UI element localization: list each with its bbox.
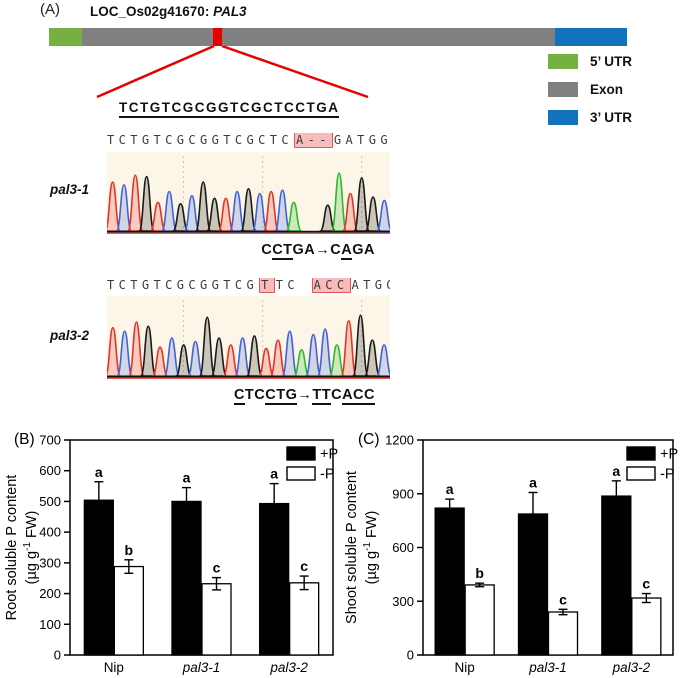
svg-text:a: a [270,466,278,482]
mutation-segment: C [233,387,245,405]
pal3-1-chromatogram [104,152,393,234]
mutation-segment: → [297,387,313,403]
svg-text:(B): (B) [14,431,35,448]
shoot-p-chart: 0 300 600 900 1200 Shoot soluble P content (µg… [344,431,678,675]
svg-text:a: a [183,470,191,486]
pal3-2-mutation-text: CTCCTG→TTCACC [107,387,375,405]
root-p-chart: 0 100 200 300 400 500 600 700 Root soluble P con… [4,431,338,675]
legend-label: 3’ UTR [590,110,633,125]
svg-text:100: 100 [39,617,61,632]
sequence-text: TCTGTCGCGGTCGCTC [107,133,293,147]
svg-text:Nip: Nip [104,660,124,675]
svg-text:600: 600 [392,540,414,555]
svg-text:(µg g-1 FW): (µg g-1 FW) [22,511,40,585]
svg-text:pal3-1: pal3-1 [528,660,567,675]
svg-text:a: a [612,463,620,479]
svg-text:400: 400 [39,525,61,540]
mutation-segment: TC [244,387,266,403]
utr3-swatch [548,110,578,125]
mutated-bases-highlight: ACC [311,278,351,293]
mutation-segment: CT [272,242,293,260]
svg-text:c: c [213,560,221,576]
svg-text:b: b [125,542,134,558]
pal3-2-chromatogram [104,296,393,379]
gene-title: LOC_Os02g41670: PAL3 [90,4,247,19]
svg-text:Root soluble P content: Root soluble P content [4,475,20,621]
svg-text:c: c [300,558,308,574]
svg-text:900: 900 [392,486,414,501]
svg-text:a: a [446,481,454,497]
legend-label: Exon [590,82,624,97]
pal3-1-mutation-text: CCTGA→CAGA [107,242,375,260]
svg-text:(C): (C) [358,431,380,448]
svg-text:Nip: Nip [455,660,475,675]
svg-text:+P: +P [660,447,678,463]
legend-row-utr5: 5’ UTR [548,54,678,82]
svg-text:pal3-2: pal3-2 [612,660,651,675]
mutation-segment: C [261,242,273,258]
utr5-segment [49,28,82,46]
svg-text:-P: -P [320,467,335,483]
legend-row-exon: Exon [548,82,678,110]
mutant-label-pal3-1: pal3-1 [50,182,90,197]
svg-text:600: 600 [39,463,61,478]
svg-text:200: 200 [39,586,61,601]
sequence-text: TC [275,278,311,292]
exon-swatch [548,82,578,97]
gene-legend: 5’ UTR Exon 3’ UTR [548,54,678,138]
mutation-segment: GA [352,242,375,258]
sequence-text: ATGG [351,278,391,292]
svg-text:300: 300 [392,594,414,609]
svg-text:1200: 1200 [385,433,414,448]
svg-text:0: 0 [407,648,414,663]
exon-segment [82,28,555,46]
pal3-1-sequence-row: TCTGTCGCGGTCGCTC A-- GATGG [107,133,390,151]
utr3-segment [555,28,627,46]
panel-a-label: (A) [40,1,60,18]
svg-text:0: 0 [54,648,61,663]
mutation-segment: GA [292,242,316,258]
svg-text:+P: +P [320,447,338,463]
mutant-label-pal3-2: pal3-2 [50,328,90,343]
svg-text:Shoot soluble P content: Shoot soluble P content [344,471,360,624]
svg-text:pal3-1: pal3-1 [182,660,221,675]
svg-text:500: 500 [39,494,61,509]
svg-text:300: 300 [39,555,61,570]
mutated-bases-highlight: T [259,278,275,293]
mutated-bases-highlight: A-- [294,133,333,148]
legend-label: 5’ UTR [590,54,633,69]
mutation-segment: CTG [265,387,298,405]
svg-text:c: c [559,591,567,607]
gene-structure-bar [49,28,627,46]
mutation-segment: C [331,387,343,403]
mutation-segment: TT [312,387,332,405]
mutation-segment: ACC [342,387,375,405]
gene-locus: LOC_Os02g41670: [90,4,214,19]
svg-text:a: a [95,464,103,480]
reference-sequence: TCTGTCGCGGTCGCTCCTGA [119,100,340,118]
svg-text:-P: -P [660,467,675,483]
svg-text:pal3-2: pal3-2 [269,660,308,675]
sequence-text: TCTGTCGCGGTCG [107,278,259,292]
svg-text:700: 700 [39,433,61,448]
utr5-swatch [548,54,578,69]
mutation-segment: → [315,242,331,258]
sequence-text: GATGG [333,133,390,147]
svg-text:(µg g-1 FW): (µg g-1 FW) [362,511,380,585]
mutation-site-marker [213,28,222,46]
mutation-site-connector-lines [96,46,369,99]
mutation-segment: A [341,242,353,260]
svg-text:c: c [642,576,650,592]
legend-row-utr3: 3’ UTR [548,110,678,138]
svg-text:a: a [529,474,537,490]
svg-text:b: b [475,565,484,581]
gene-name: PAL3 [213,4,247,19]
mutation-segment: C [330,242,342,258]
